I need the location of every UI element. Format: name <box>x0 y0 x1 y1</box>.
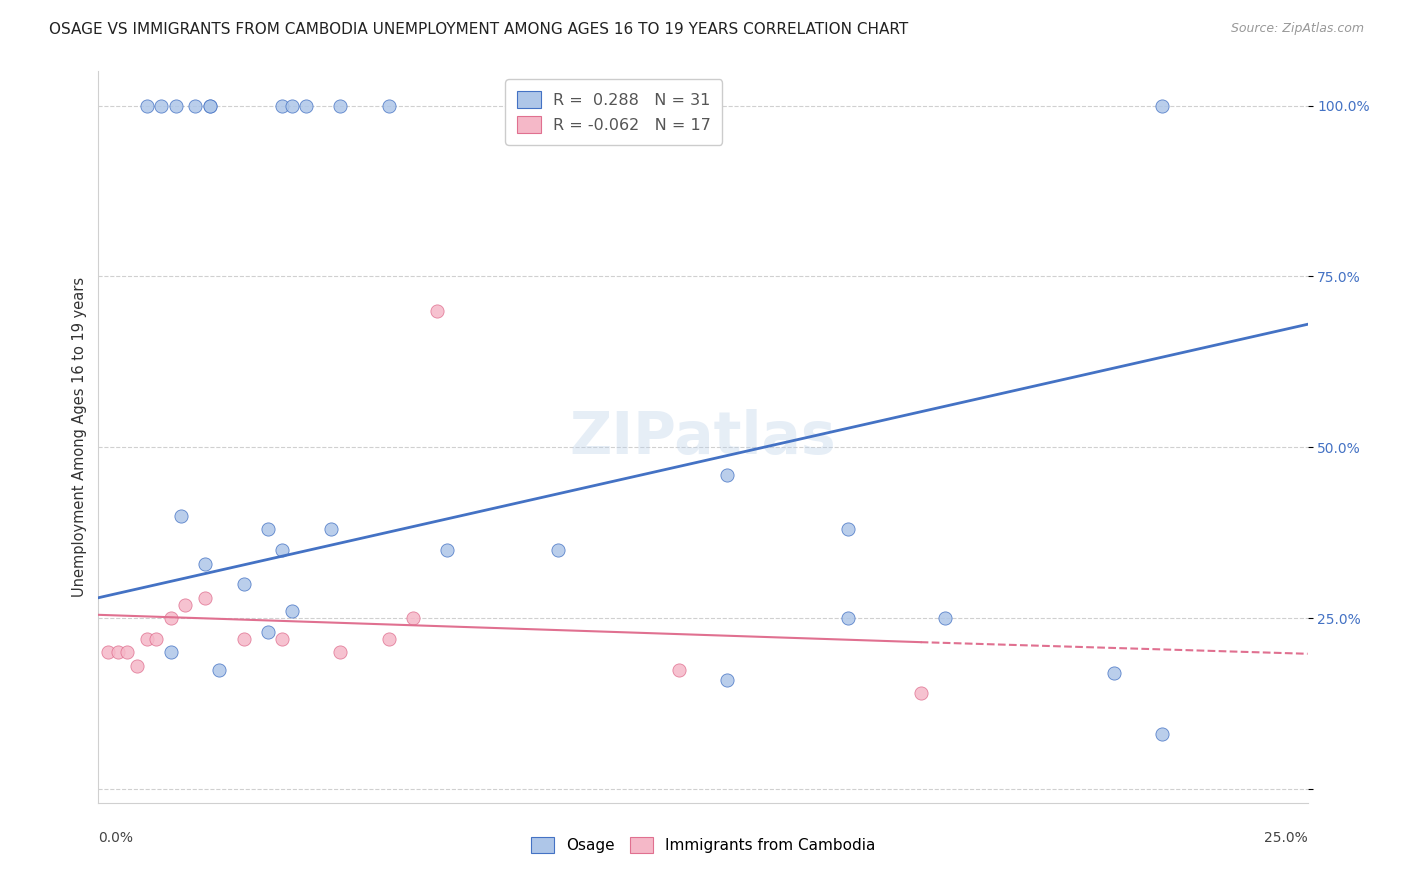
Text: OSAGE VS IMMIGRANTS FROM CAMBODIA UNEMPLOYMENT AMONG AGES 16 TO 19 YEARS CORRELA: OSAGE VS IMMIGRANTS FROM CAMBODIA UNEMPL… <box>49 22 908 37</box>
Point <box>256 624 278 639</box>
Point <box>160 611 183 625</box>
Point <box>426 303 449 318</box>
Point <box>377 632 399 646</box>
Point <box>194 591 217 605</box>
Point <box>281 98 304 112</box>
Text: Source: ZipAtlas.com: Source: ZipAtlas.com <box>1230 22 1364 36</box>
Point <box>377 98 399 112</box>
Point <box>329 645 352 659</box>
Point <box>934 611 956 625</box>
Point <box>1152 98 1174 112</box>
Point <box>198 98 221 112</box>
Point <box>271 98 294 112</box>
Point <box>319 522 342 536</box>
Point <box>436 542 458 557</box>
Point <box>402 611 425 625</box>
Point <box>165 98 187 112</box>
Point <box>174 598 197 612</box>
Point <box>160 645 183 659</box>
Point <box>295 98 318 112</box>
Point <box>150 98 173 112</box>
Point <box>198 98 221 112</box>
Point <box>208 663 231 677</box>
Text: ZIPatlas: ZIPatlas <box>569 409 837 466</box>
Point <box>232 577 254 591</box>
Point <box>716 673 738 687</box>
Point <box>910 686 932 700</box>
Point <box>329 98 352 112</box>
Point <box>1152 727 1174 741</box>
Point <box>837 522 859 536</box>
Legend: Osage, Immigrants from Cambodia: Osage, Immigrants from Cambodia <box>523 830 883 861</box>
Point <box>127 659 149 673</box>
Point <box>716 467 738 482</box>
Point <box>145 632 167 646</box>
Point <box>135 98 157 112</box>
Point <box>107 645 129 659</box>
Point <box>271 632 294 646</box>
Point <box>97 645 120 659</box>
Point <box>256 522 278 536</box>
Point <box>547 542 569 557</box>
Point <box>668 663 690 677</box>
Point <box>184 98 207 112</box>
Point <box>117 645 139 659</box>
Point <box>232 632 254 646</box>
Point <box>1102 665 1125 680</box>
Text: 25.0%: 25.0% <box>1264 830 1308 845</box>
Y-axis label: Unemployment Among Ages 16 to 19 years: Unemployment Among Ages 16 to 19 years <box>72 277 87 597</box>
Point <box>169 508 191 523</box>
Text: 0.0%: 0.0% <box>98 830 134 845</box>
Point <box>194 557 217 571</box>
Point <box>837 611 859 625</box>
Point <box>281 604 304 618</box>
Point <box>135 632 157 646</box>
Point <box>271 542 294 557</box>
